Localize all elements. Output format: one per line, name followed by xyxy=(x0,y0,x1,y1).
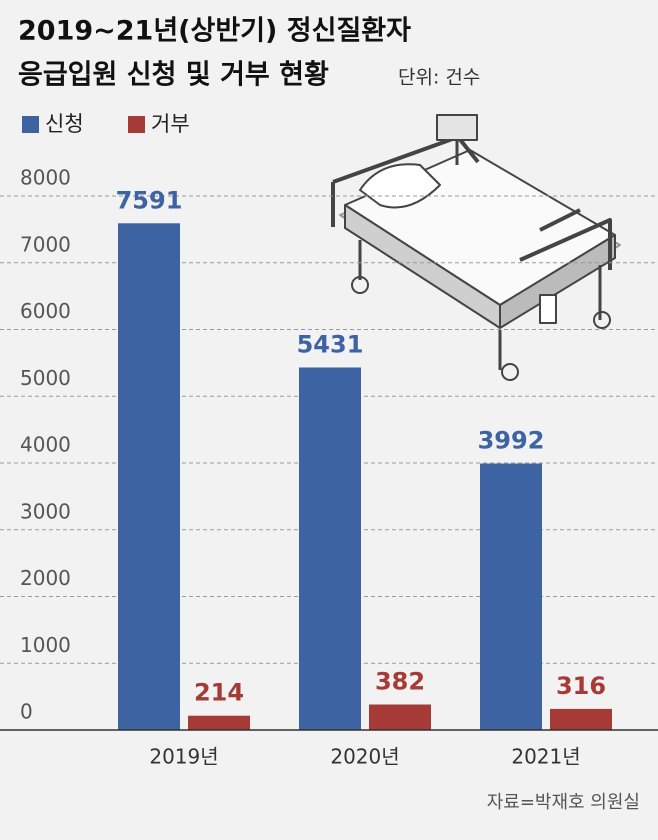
bar xyxy=(188,715,250,730)
x-tick-label: 2021년 xyxy=(511,745,580,769)
y-tick-label: 8000 xyxy=(20,166,71,190)
value-label: 382 xyxy=(375,668,425,696)
value-label: 5431 xyxy=(297,330,364,358)
y-tick-label: 1000 xyxy=(20,633,71,657)
bar xyxy=(299,367,361,730)
y-tick-label: 6000 xyxy=(20,299,71,323)
legend-label: 신청 xyxy=(45,112,84,136)
x-tick-label: 2019년 xyxy=(149,745,218,769)
legend-swatch xyxy=(128,116,145,133)
bar xyxy=(369,704,431,730)
source: 자료=박재호 의원실 xyxy=(487,792,640,813)
bar xyxy=(550,708,612,730)
value-label: 3992 xyxy=(478,427,545,455)
bar xyxy=(480,463,542,730)
value-label: 316 xyxy=(556,672,606,700)
y-tick-label: 5000 xyxy=(20,366,71,390)
bar xyxy=(118,223,180,730)
legend-swatch xyxy=(22,116,39,133)
x-tick-label: 2020년 xyxy=(330,745,399,769)
value-label: 214 xyxy=(194,679,244,707)
chart-title: 응급입원 신청 및 거부 현황 xyxy=(18,60,329,91)
legend-label: 거부 xyxy=(151,112,190,136)
chart-subtitle: 단위: 건수 xyxy=(398,67,480,89)
chart-title: 2019~21년(상반기) 정신질환자 xyxy=(18,16,411,47)
value-label: 7591 xyxy=(116,186,183,214)
y-tick-label: 2000 xyxy=(20,566,71,590)
y-tick-label: 4000 xyxy=(20,433,71,457)
y-tick-label: 3000 xyxy=(20,499,71,523)
bed-illustration xyxy=(331,114,621,381)
y-tick-label: 0 xyxy=(20,700,33,724)
y-tick-label: 7000 xyxy=(20,232,71,256)
